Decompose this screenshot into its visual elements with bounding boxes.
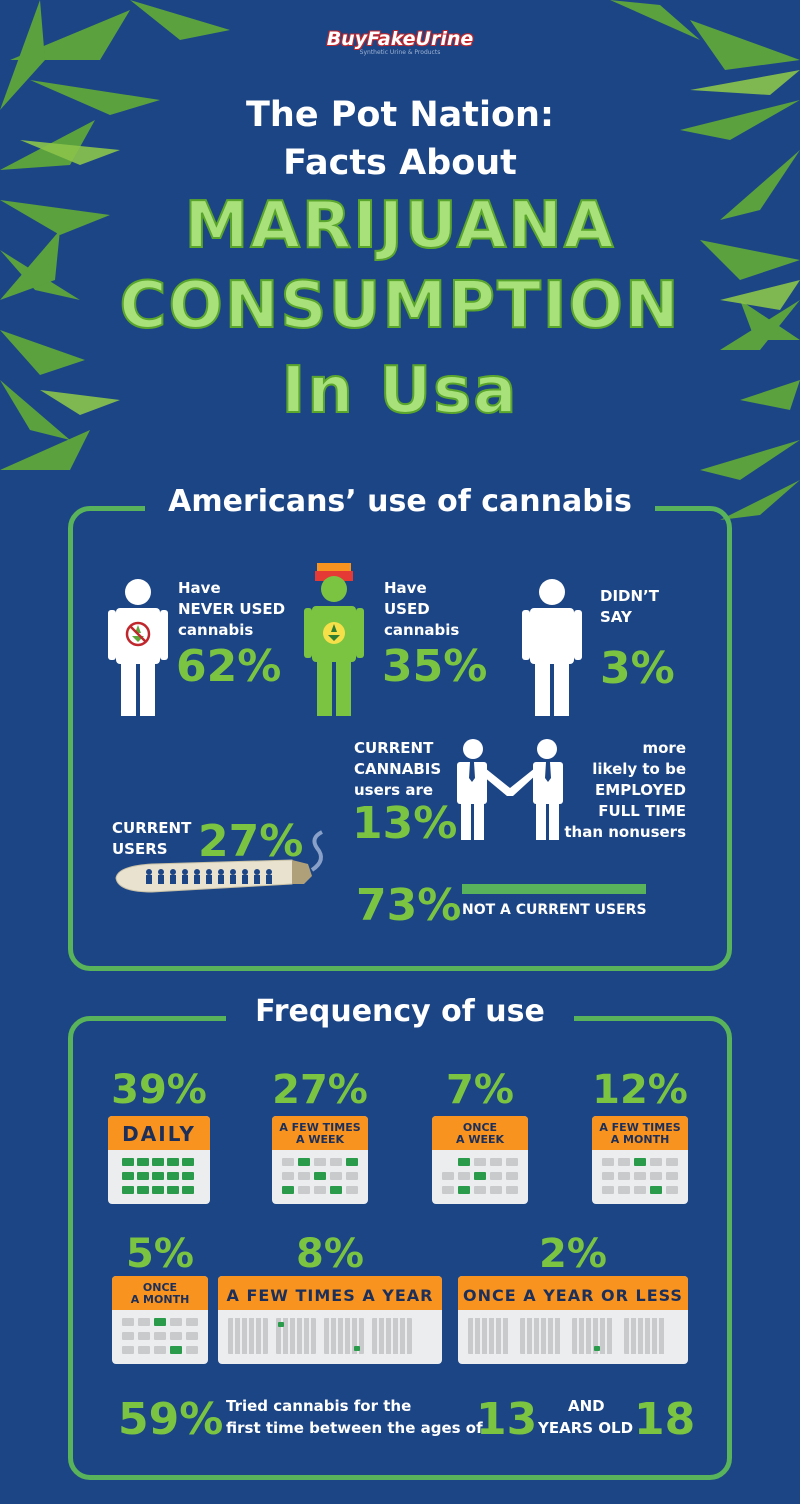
tried-age-13: 13: [476, 1394, 538, 1445]
brand-tagline: Synthetic Urine & Products: [359, 49, 441, 56]
handshake-icon: [457, 739, 563, 840]
brand-logo: BuyFakeUrine: [326, 28, 474, 50]
employed-label-2: CANNABIS: [354, 760, 442, 778]
calendar-daily-icon: DAILY: [108, 1116, 210, 1204]
employed-right-3: EMPLOYED: [595, 781, 686, 799]
current-users-label-1: CURRENT: [112, 819, 192, 837]
employed-right-1: more: [642, 739, 686, 757]
title-line-1: The Pot Nation:: [246, 95, 554, 135]
didnt-say-label-1: DIDN’T: [600, 587, 659, 605]
current-users-percent: 27%: [198, 816, 304, 867]
freq-daily-label: DAILY: [108, 1116, 210, 1150]
employed-right-2: likely to be: [592, 760, 686, 778]
tried-and: AND: [568, 1397, 605, 1415]
freq-few-month-label-2: A MONTH: [610, 1133, 670, 1146]
freq-daily-percent: 39%: [111, 1067, 207, 1113]
tried-text-2: first time between the ages of: [226, 1419, 483, 1437]
current-users-label-2: USERS: [112, 840, 168, 858]
title-line-4: CONSUMPTION: [118, 269, 681, 343]
freq-once-year-label: ONCE A YEAR OR LESS: [458, 1276, 688, 1310]
never-used-percent: 62%: [176, 641, 282, 692]
calendar-few-month-icon: A FEW TIMES A MONTH: [592, 1116, 688, 1204]
tried-text-1: Tried cannabis for the: [226, 1397, 412, 1415]
not-current-percent: 73%: [356, 880, 462, 931]
freq-few-month-label-1: A FEW TIMES: [599, 1121, 681, 1134]
calendar-few-year-icon: A FEW TIMES A YEAR: [218, 1276, 442, 1364]
used-label-3: cannabis: [384, 621, 460, 639]
never-used-label-3: cannabis: [178, 621, 254, 639]
joint-icon: [115, 830, 323, 893]
not-current-bar: [462, 884, 646, 894]
never-used-label-2: NEVER USED: [178, 600, 286, 618]
tried-percent: 59%: [118, 1394, 224, 1445]
calendar-once-week-icon: ONCE A WEEK: [432, 1116, 528, 1204]
person-used-icon: [304, 563, 364, 716]
used-label-2: USED: [384, 600, 430, 618]
used-percent: 35%: [382, 641, 488, 692]
employed-percent: 13%: [352, 798, 458, 849]
freq-few-year-label: A FEW TIMES A YEAR: [218, 1276, 442, 1310]
employed-right-4: FULL TIME: [598, 802, 686, 820]
freq-few-week-percent: 27%: [272, 1067, 368, 1113]
didnt-say-percent: 3%: [600, 643, 675, 694]
freq-few-month-percent: 12%: [592, 1067, 688, 1113]
section-heading-use: Americans’ use of cannabis: [145, 484, 655, 519]
freq-once-year-percent: 2%: [539, 1231, 607, 1277]
person-never-used-icon: [108, 579, 168, 716]
cannabis-leaves-decoration: [0, 0, 800, 520]
never-used-label-1: Have: [178, 579, 221, 597]
freq-few-week-label-2: A WEEK: [295, 1133, 345, 1146]
freq-once-month-label-2: A MONTH: [130, 1293, 190, 1306]
calendar-once-month-icon: ONCE A MONTH: [112, 1276, 208, 1364]
employed-right-5: than nonusers: [564, 823, 686, 841]
title-line-3: MARIJUANA: [184, 189, 616, 263]
title-line-2: Facts About: [283, 143, 517, 183]
calendar-few-week-icon: A FEW TIMES A WEEK: [272, 1116, 368, 1204]
freq-once-week-label-2: A WEEK: [455, 1133, 505, 1146]
employed-label-1: CURRENT: [354, 739, 434, 757]
tried-age-18: 18: [634, 1394, 696, 1445]
tried-years-old: YEARS OLD: [538, 1419, 634, 1437]
freq-few-year-percent: 8%: [296, 1231, 364, 1277]
person-didnt-say-icon: [522, 579, 582, 716]
title-line-5: In Usa: [281, 354, 519, 428]
freq-once-week-label-1: ONCE: [462, 1121, 498, 1134]
freq-once-week-percent: 7%: [446, 1067, 514, 1113]
section-heading-frequency: Frequency of use: [226, 994, 574, 1029]
didnt-say-label-2: SAY: [600, 608, 632, 626]
used-label-1: Have: [384, 579, 427, 597]
freq-once-month-percent: 5%: [126, 1231, 194, 1277]
not-current-label: NOT A CURRENT USERS: [462, 902, 647, 918]
freq-once-month-label-1: ONCE: [142, 1281, 178, 1294]
freq-few-week-label-1: A FEW TIMES: [279, 1121, 361, 1134]
employed-label-3: users are: [354, 781, 434, 799]
calendar-once-year-icon: ONCE A YEAR OR LESS: [458, 1276, 688, 1364]
